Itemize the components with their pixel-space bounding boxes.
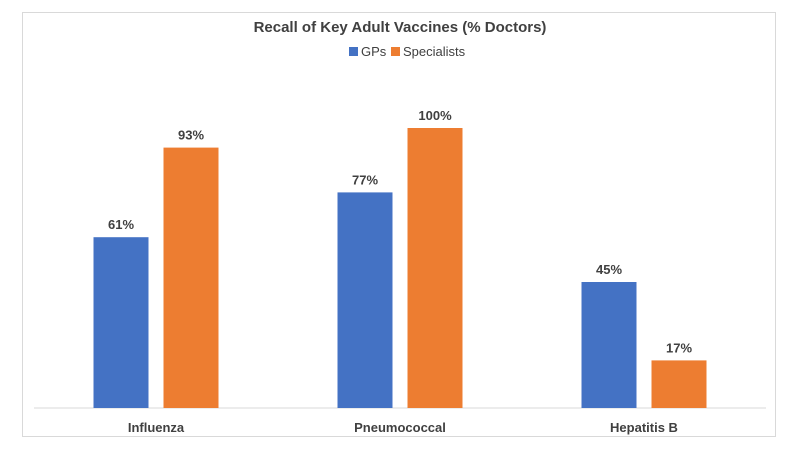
legend: GPs Specialists [349,44,466,59]
category-label-pneumococcal: Pneumococcal [354,420,446,435]
data-label-gps-pneumococcal: 77% [352,172,378,187]
bar-specialists-pneumococcal [407,128,463,408]
category-labels-group: Influenza Pneumococcal Hepatitis B [128,420,678,435]
legend-swatch-specialists [391,47,400,56]
data-label-specialists-pneumococcal: 100% [418,108,452,123]
data-label-specialists-hepatitis-b: 17% [666,340,692,355]
data-label-gps-influenza: 61% [108,217,134,232]
category-label-influenza: Influenza [128,420,185,435]
category-label-hepatitis-b: Hepatitis B [610,420,678,435]
legend-label-gps: GPs [361,44,387,59]
legend-swatch-gps [349,47,358,56]
data-labels-group: 61% 93% 77% 100% 45% 17% [108,108,692,355]
legend-label-specialists: Specialists [403,44,466,59]
bar-gps-hepatitis-b [581,282,637,408]
bars-group [93,128,707,408]
bar-specialists-hepatitis-b [651,360,707,408]
bar-gps-influenza [93,237,149,408]
data-label-specialists-influenza: 93% [178,128,204,143]
bar-specialists-influenza [163,147,219,408]
bar-gps-pneumococcal [337,192,393,408]
chart-title: Recall of Key Adult Vaccines (% Doctors) [254,19,547,36]
data-label-gps-hepatitis-b: 45% [596,262,622,277]
